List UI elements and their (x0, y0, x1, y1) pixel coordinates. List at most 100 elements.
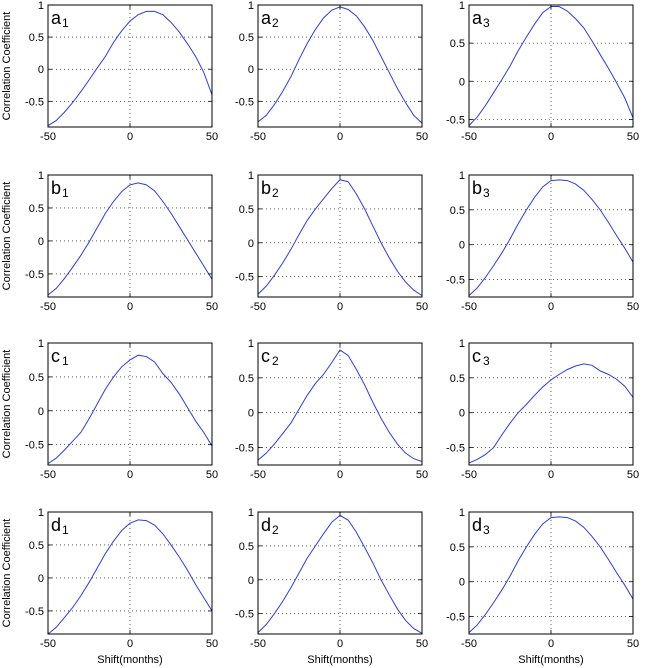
panel-d3: -50 0 50 1 0.5 0 -0.5 d 3 (446, 507, 639, 650)
x-tick-label: -50 (461, 638, 477, 650)
x-tick-label: 0 (337, 301, 343, 313)
x-tick-label: 50 (206, 638, 218, 650)
x-tick-label: 50 (416, 301, 428, 313)
y-tick-label: -0.5 (25, 269, 44, 281)
panel-c2: -50 0 50 1 0.5 0 -0.5 c 2 (235, 338, 428, 481)
series-line (468, 363, 634, 464)
y-tick-label: 0.5 (29, 203, 44, 215)
y-tick-label: -0.5 (235, 272, 254, 284)
y-axis-label: Correlation Coefficient (1, 519, 13, 628)
y-tick-label: 1 (38, 0, 44, 12)
panel-c1: -50 0 50 1 0.5 0 -0.5 c 1 (25, 338, 218, 481)
y-tick-label: 0 (459, 76, 465, 88)
x-tick-label: -50 (461, 469, 477, 481)
x-tick-label: 0 (548, 638, 554, 650)
x-tick-label: 0 (337, 638, 343, 650)
x-tick-label: 50 (627, 301, 639, 313)
x-axis-label: Shift(months) (307, 654, 372, 666)
y-tick-label: -0.5 (235, 443, 254, 455)
y-tick-label: 1 (248, 0, 254, 12)
x-tick-label: 0 (337, 131, 343, 143)
y-tick-label: 0.5 (450, 373, 465, 385)
y-tick-label: 0.5 (29, 372, 44, 384)
y-tick-label: 0 (459, 240, 465, 252)
panel-subscript: 2 (272, 354, 279, 368)
series-line (468, 6, 634, 126)
panel-subscript: 3 (483, 186, 490, 200)
x-tick-label: 0 (127, 301, 133, 313)
y-tick-label: 0.5 (239, 541, 254, 553)
panel-subscript: 3 (483, 16, 490, 30)
panel-letter: b (51, 178, 61, 198)
panel-a2: -50 0 50 1 0.5 0 -0.5 a 2 (235, 0, 428, 143)
x-tick-label: 50 (416, 469, 428, 481)
y-tick-label: 0 (38, 406, 44, 418)
y-tick-label: 1 (38, 338, 44, 350)
panel-d1: -50 0 50 1 0.5 0 -0.5 d 1 (25, 507, 218, 650)
y-tick-label: -0.5 (25, 96, 44, 108)
y-tick-label: 0.5 (239, 373, 254, 385)
y-tick-label: 0 (38, 573, 44, 585)
y-tick-label: 1 (38, 170, 44, 182)
y-axis-label: Correlation Coefficient (1, 350, 13, 459)
x-tick-label: 0 (548, 469, 554, 481)
x-tick-label: 50 (416, 131, 428, 143)
y-tick-label: 0.5 (29, 540, 44, 552)
x-tick-label: 50 (627, 638, 639, 650)
x-tick-label: -50 (250, 469, 266, 481)
x-tick-label: -50 (40, 638, 56, 650)
panel-letter: a (472, 8, 483, 28)
y-axis-label: Correlation Coefficient (1, 12, 13, 121)
x-tick-label: 0 (127, 131, 133, 143)
x-tick-label: -50 (40, 469, 56, 481)
series-line (468, 179, 634, 296)
y-tick-label: 1 (459, 338, 465, 350)
panel-letter: b (261, 178, 271, 198)
series-line (47, 354, 213, 465)
y-tick-label: 0.5 (450, 205, 465, 217)
x-axis-label: Shift(months) (97, 654, 162, 666)
y-tick-label: 0 (248, 575, 254, 587)
y-tick-label: 0 (459, 408, 465, 420)
y-tick-label: -0.5 (25, 606, 44, 618)
x-tick-label: 50 (206, 131, 218, 143)
panel-letter: c (51, 346, 60, 366)
x-tick-label: 0 (548, 301, 554, 313)
y-tick-label: 0.5 (450, 542, 465, 554)
series-line (257, 179, 423, 297)
y-tick-label: 1 (248, 170, 254, 182)
y-tick-label: 0 (38, 64, 44, 76)
x-tick-label: 50 (206, 469, 218, 481)
panel-subscript: 1 (62, 186, 69, 200)
series-line (257, 514, 423, 634)
panel-subscript: 2 (272, 523, 279, 537)
panel-letter: c (261, 346, 270, 366)
panel-subscript: 1 (62, 16, 69, 30)
x-axis-label: Shift(months) (518, 654, 583, 666)
panel-subscript: 3 (483, 523, 490, 537)
panel-letter: d (261, 515, 271, 535)
panel-d2: -50 0 50 1 0.5 0 -0.5 d 2 (235, 507, 428, 650)
panel-subscript: 2 (272, 186, 279, 200)
panel-letter: a (261, 8, 272, 28)
y-tick-label: 0.5 (239, 204, 254, 216)
y-tick-label: 0.5 (29, 32, 44, 44)
x-tick-label: -50 (40, 131, 56, 143)
panel-c3: -50 0 50 1 0.5 0 -0.5 c 3 (446, 338, 639, 481)
y-tick-label: -0.5 (446, 275, 465, 287)
y-axis-label: Correlation Coefficient (1, 182, 13, 291)
x-tick-label: 0 (127, 638, 133, 650)
x-tick-label: 50 (206, 301, 218, 313)
y-tick-label: 1 (459, 170, 465, 182)
panel-subscript: 1 (62, 523, 69, 537)
series-line (47, 519, 213, 635)
y-tick-label: 1 (459, 0, 465, 12)
panel-b3: -50 0 50 1 0.5 0 -0.5 b 3 (446, 170, 639, 313)
y-tick-label: 0 (459, 577, 465, 589)
x-tick-label: 0 (127, 469, 133, 481)
x-tick-label: 0 (548, 131, 554, 143)
y-tick-label: 0.5 (450, 38, 465, 50)
y-tick-label: -0.5 (446, 612, 465, 624)
x-tick-label: 50 (416, 638, 428, 650)
y-tick-label: -0.5 (25, 440, 44, 452)
